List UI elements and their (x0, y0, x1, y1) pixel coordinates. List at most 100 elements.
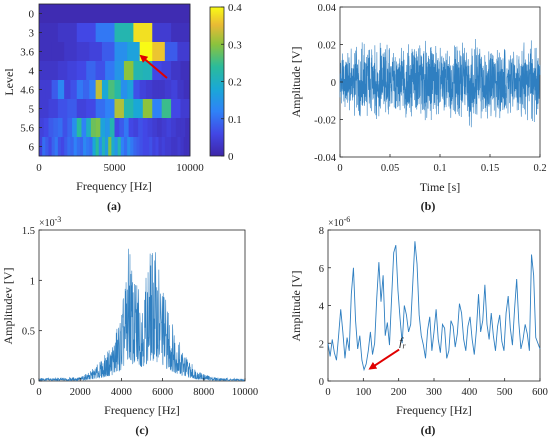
heatmap-cell (145, 80, 153, 100)
x-tick-label: 0.05 (381, 163, 399, 174)
heatmap-cell (39, 42, 52, 62)
heatmap-cell (158, 137, 162, 157)
heatmap-cell (105, 137, 109, 157)
heatmap-cell (64, 137, 68, 157)
x-tick-label: 0 (36, 387, 41, 398)
heatmap-cell (180, 99, 191, 119)
heatmap-cell (142, 118, 148, 138)
d-y-ticks: 8 6 4 2 0 (319, 226, 331, 388)
heatmap-cell (152, 80, 159, 100)
colorbar-tick-label: 0 (228, 151, 234, 163)
heatmap-cell (89, 137, 93, 157)
colorbar-tick-label: 0.1 (228, 114, 242, 126)
y-tick-label: 0.02 (318, 41, 336, 52)
x-tick-label: 0.2 (533, 163, 546, 174)
x-tick-label: 300 (426, 387, 442, 398)
x-tick-label: 10000 (232, 387, 258, 398)
heatmap-cell (62, 118, 68, 138)
heatmap-y-tick-label: 6 (29, 142, 35, 154)
heatmap-cell (164, 80, 172, 100)
heatmap-cell (152, 99, 162, 119)
heatmap-cell (158, 80, 166, 100)
heatmap-cell (98, 137, 103, 157)
heatmap-y-tick-label: 4 (29, 66, 35, 78)
b-signal-line (339, 39, 541, 128)
heatmap-cell (127, 137, 131, 157)
heatmap-cell (180, 137, 185, 157)
heatmap-cell (186, 137, 191, 157)
heatmap-cell (114, 99, 125, 119)
heatmap-cell (139, 80, 147, 100)
heatmap-cell (123, 61, 134, 81)
b-y-ticks: 0.04 0.02 0 -0.02 -0.04 (314, 3, 343, 164)
heatmap-cell (119, 118, 125, 138)
heatmap-cell (95, 137, 100, 157)
c-x-ticks: 0 2000 4000 6000 8000 10000 (36, 378, 258, 398)
heatmap-cell (145, 137, 150, 157)
heatmap-y-ticks: 0 3 3.6 4 4.6 5 5.6 6 (20, 9, 42, 154)
y-tick-label: 1 (30, 276, 35, 287)
heatmap-cell (174, 137, 178, 157)
heatmap-cell (128, 118, 134, 138)
heatmap-cell (90, 118, 96, 138)
heatmap-xlabel: Frequency [Hz] (76, 179, 152, 193)
heatmap-cell (39, 99, 49, 119)
heatmap-cell (100, 118, 106, 138)
heatmap-cell (76, 137, 81, 157)
y-tick-label: 2 (319, 339, 324, 350)
heatmap-cell (114, 23, 134, 43)
heatmap-cell (95, 23, 115, 43)
y-tick-label: 0 (319, 377, 324, 388)
heatmap-cell (136, 137, 140, 157)
heatmap-y-tick-label: 0 (29, 9, 35, 21)
heatmap-cell (171, 23, 191, 43)
heatmap-cell (164, 42, 178, 62)
heatmap-cell (83, 80, 90, 100)
heatmap-cell (133, 80, 140, 100)
x-tick-label: 0 (337, 163, 342, 174)
heatmap-cell (57, 99, 68, 119)
heatmap-cell (109, 118, 115, 138)
heatmap-cell (42, 137, 46, 157)
heatmap-y-tick-label: 5.6 (20, 123, 34, 135)
heatmap-cell (48, 61, 59, 81)
heatmap-cell (86, 137, 90, 157)
heatmap-cell (139, 42, 153, 62)
heatmap-cell (72, 118, 78, 138)
heatmap-cell (95, 99, 106, 119)
heatmap-cell (180, 118, 186, 138)
heatmap-cell (92, 137, 96, 157)
heatmap-cell (171, 80, 178, 100)
heatmap-cell (48, 99, 59, 119)
heatmap-cell (171, 137, 175, 157)
heatmap-cell (67, 118, 73, 138)
heatmap-cell (185, 118, 191, 138)
y-tick-label: 0 (30, 377, 35, 388)
x-tick-label: 400 (461, 387, 477, 398)
heatmap-cell (123, 118, 129, 138)
colorbar-ticks: 0 0.1 0.2 0.3 0.4 (221, 2, 242, 163)
heatmap-cell (114, 118, 120, 138)
y-tick-label: 4 (319, 302, 325, 313)
heatmap-cell (95, 118, 101, 138)
b-ylabel: Amplitude [V] (289, 47, 303, 118)
colorbar-tick-label: 0.4 (228, 2, 242, 14)
heatmap-cell (114, 61, 125, 81)
heatmap-cell (76, 80, 84, 100)
heatmap-cell (167, 137, 172, 157)
heatmap-frame (38, 3, 191, 157)
colorbar-tick-label: 0.2 (228, 77, 242, 89)
x-tick-label: 200 (391, 387, 407, 398)
heatmap-y-tick-label: 5 (29, 104, 35, 116)
heatmap-cell (86, 61, 96, 81)
y-tick-label: 1.5 (22, 226, 35, 237)
heatmap-cell (127, 42, 140, 62)
panel-label-b: (b) (421, 199, 436, 213)
heatmap-cell (57, 137, 62, 157)
heatmap-cell (43, 118, 49, 138)
heatmap-cell (147, 118, 153, 138)
d-annotation-arrow (368, 348, 400, 370)
panel-a: 0 3 3.6 4 4.6 5 5.6 6 0 5000 10000 Level Frequenc… (2, 2, 242, 213)
d-spectrum-line (327, 241, 541, 372)
b-xlabel: Time [s] (420, 180, 461, 194)
